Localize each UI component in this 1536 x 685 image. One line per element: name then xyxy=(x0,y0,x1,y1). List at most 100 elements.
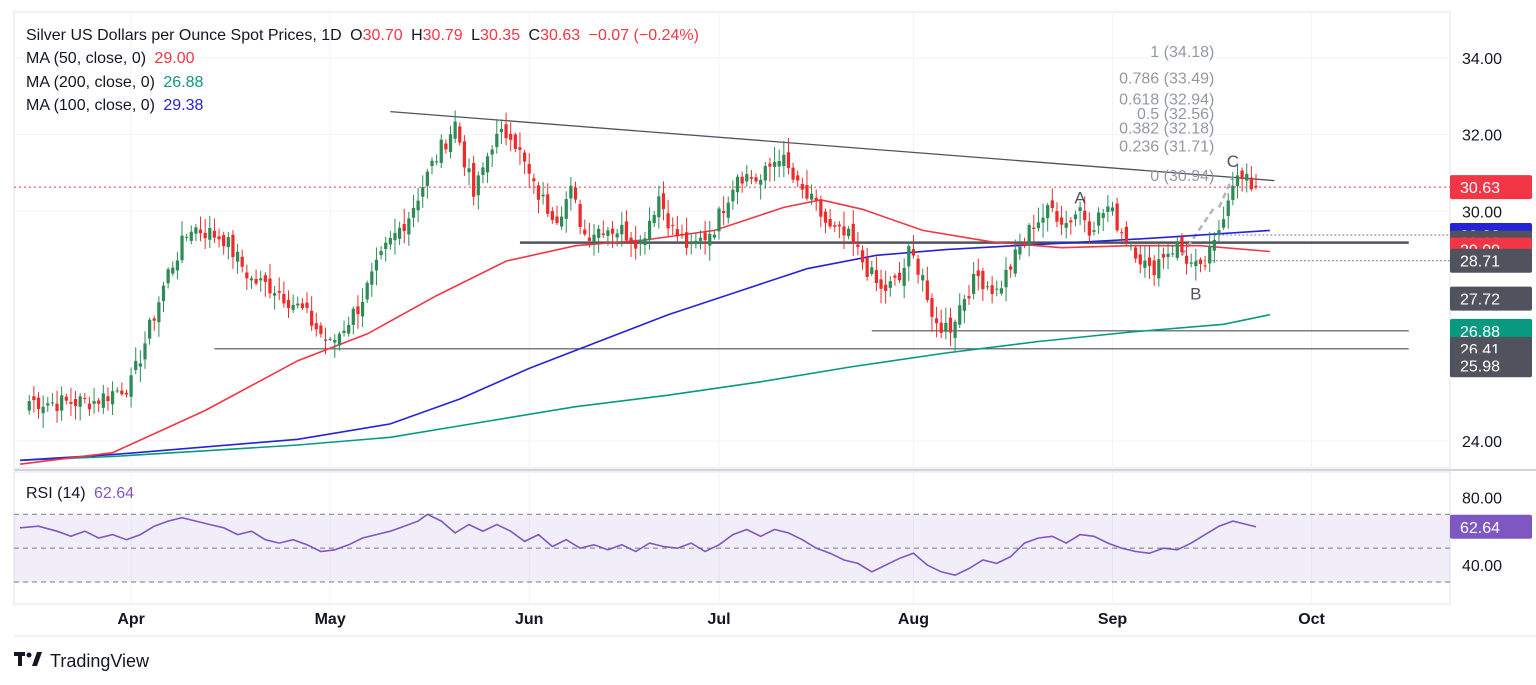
candle-up xyxy=(1189,262,1193,264)
candle-up xyxy=(1171,253,1175,255)
price-tick-label: 30.00 xyxy=(1462,204,1502,221)
ma200-label: MA (200, close, 0) xyxy=(26,74,155,91)
candle-down xyxy=(897,272,902,281)
price-axis-badge xyxy=(1450,286,1532,311)
candle-down xyxy=(550,211,554,221)
candle-up xyxy=(1175,241,1179,258)
candle-up xyxy=(208,227,212,240)
candle-down xyxy=(967,296,971,299)
ma200-line xyxy=(19,313,1271,462)
candle-down xyxy=(106,396,110,402)
candle-down xyxy=(458,126,462,143)
price-axis-badge-label: 30.63 xyxy=(1460,180,1500,197)
ma100-legend[interactable]: MA (100, close, 0) 29.38 xyxy=(26,97,207,115)
candle-down xyxy=(680,233,684,236)
candle-up xyxy=(1166,253,1170,257)
candle-down xyxy=(916,258,920,275)
ma200-legend[interactable]: MA (200, close, 0) 26.88 xyxy=(26,74,207,92)
ma100-line xyxy=(19,229,1270,462)
candle-up xyxy=(27,401,31,411)
candle-down xyxy=(32,396,36,401)
candle-down xyxy=(893,275,897,278)
candle-up xyxy=(615,233,619,238)
candle-down xyxy=(527,164,531,174)
candle-down xyxy=(583,229,587,235)
candle-up xyxy=(175,260,180,271)
candle-down xyxy=(675,229,679,237)
candle-up xyxy=(421,187,425,197)
candle-up xyxy=(138,363,142,367)
ma50-legend[interactable]: MA (50, close, 0) 29.00 xyxy=(26,50,199,68)
tradingview-logo[interactable]: TradingView xyxy=(14,650,149,673)
fib-connector xyxy=(1217,176,1234,208)
candle-down xyxy=(754,177,758,182)
rsi-legend[interactable]: RSI (14) 62.64 xyxy=(26,485,138,503)
candle-up xyxy=(467,168,471,173)
price-axis-badge xyxy=(1450,175,1532,200)
candle-up xyxy=(541,194,545,197)
candle-up xyxy=(384,242,388,249)
candle-up xyxy=(958,305,962,325)
candle-down xyxy=(356,306,360,315)
candle-down xyxy=(1009,266,1013,270)
candle-up xyxy=(110,391,115,405)
candle-up xyxy=(717,208,721,232)
candle-down xyxy=(268,278,272,294)
candle-down xyxy=(703,232,707,241)
candle-down xyxy=(277,290,281,293)
candle-up xyxy=(439,139,443,163)
candle-down xyxy=(911,249,916,256)
candle-down xyxy=(671,224,675,226)
candle-up xyxy=(1064,223,1068,228)
candle-down xyxy=(1152,260,1156,276)
candle-up xyxy=(1101,213,1105,219)
candle-up xyxy=(60,395,64,411)
ma50-value: 29.00 xyxy=(154,50,195,67)
candle-down xyxy=(305,302,309,308)
candle-up xyxy=(652,214,656,224)
candle-up xyxy=(235,251,240,262)
candle-up xyxy=(726,202,730,218)
candle-down xyxy=(860,250,865,263)
time-axis-label: Jun xyxy=(515,611,543,628)
candle-down xyxy=(518,147,522,150)
candle-up xyxy=(416,200,420,211)
candle-down xyxy=(823,211,828,223)
fib-level-label: 0.618 (32.94) xyxy=(1119,92,1214,109)
candle-up xyxy=(370,271,374,285)
candle-down xyxy=(198,229,203,234)
rsi-value: 62.64 xyxy=(94,485,135,502)
candle-up xyxy=(226,236,230,248)
candle-down xyxy=(555,216,559,224)
candle-up xyxy=(1194,261,1198,267)
candle-up xyxy=(41,406,45,414)
candle-up xyxy=(411,207,416,218)
fib-level-label: 0.5 (32.56) xyxy=(1137,106,1214,123)
rsi-tick-label: 80.00 xyxy=(1462,490,1502,507)
candle-down xyxy=(934,318,939,324)
candle-down xyxy=(865,257,869,277)
candle-down xyxy=(796,175,800,181)
candle-up xyxy=(694,240,698,245)
ohlc-close: C30.63 xyxy=(528,27,581,44)
price-chart[interactable]: 34.00 32.00 30.00 24.00 Apr May Jun Jul Aug Sep Oc… xyxy=(0,0,1536,640)
ma100-label: MA (100, close, 0) xyxy=(26,97,155,114)
candle-down xyxy=(64,396,68,401)
candle-up xyxy=(490,149,494,155)
candle-up xyxy=(393,233,397,241)
candle-up xyxy=(430,160,434,167)
candle-down xyxy=(513,134,517,149)
candle-up xyxy=(1046,205,1050,219)
wave-label: B xyxy=(1190,284,1201,303)
candle-down xyxy=(217,236,221,240)
candle-down xyxy=(323,339,328,341)
candle-down xyxy=(666,213,670,229)
candle-up xyxy=(78,396,82,407)
candle-up xyxy=(1041,217,1045,223)
candle-down xyxy=(254,278,258,284)
candle-up xyxy=(296,303,300,306)
candle-up xyxy=(1212,239,1216,251)
candle-down xyxy=(634,241,638,249)
candle-down xyxy=(879,279,883,289)
candle-up xyxy=(407,218,411,235)
